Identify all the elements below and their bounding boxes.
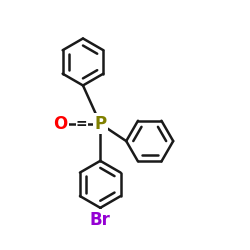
Text: =: =: [76, 117, 88, 131]
Text: P: P: [94, 115, 106, 133]
Text: O: O: [54, 115, 68, 133]
Text: Br: Br: [90, 211, 111, 229]
